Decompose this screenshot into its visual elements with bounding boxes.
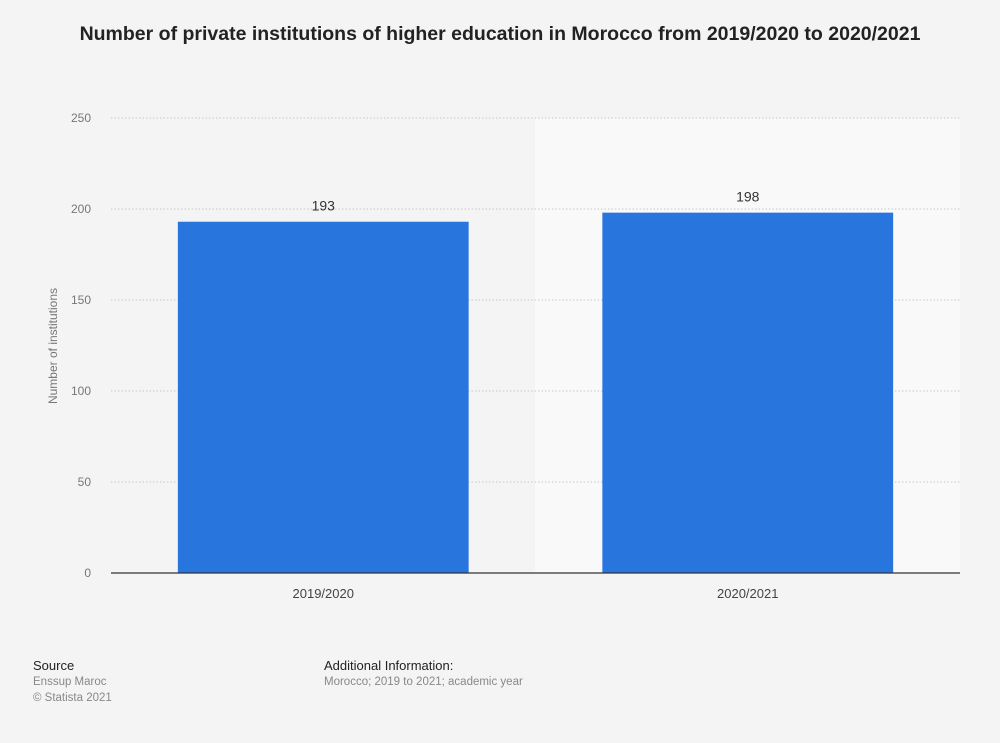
data-label: 198 — [736, 189, 760, 205]
y-tick-label: 200 — [71, 202, 91, 216]
y-axis-title: Number of institutions — [46, 288, 60, 404]
source-heading: Source — [33, 658, 75, 673]
bar[interactable] — [602, 212, 894, 573]
copyright: © Statista 2021 — [33, 692, 112, 704]
category-label: 2020/2021 — [717, 586, 778, 601]
bar[interactable] — [177, 221, 469, 574]
info-heading: Additional Information: — [324, 658, 454, 673]
y-tick-label: 0 — [84, 566, 91, 580]
y-tick-label: 50 — [78, 475, 92, 489]
category-labels: 2019/2020 2020/2021 — [293, 586, 779, 601]
category-label: 2019/2020 — [293, 586, 354, 601]
bars — [177, 212, 894, 574]
data-label: 193 — [312, 198, 336, 214]
y-tick-label: 100 — [71, 384, 91, 398]
y-tick-label: 150 — [71, 293, 91, 307]
y-axis-ticks: 0 50 100 150 200 250 — [71, 111, 91, 580]
data-labels: 193 198 — [312, 189, 760, 214]
chart-title: Number of private institutions of higher… — [79, 23, 921, 45]
y-tick-label: 250 — [71, 111, 91, 125]
info-text: Morocco; 2019 to 2021; academic year — [324, 676, 523, 688]
source-name[interactable]: Enssup Maroc — [33, 676, 107, 688]
